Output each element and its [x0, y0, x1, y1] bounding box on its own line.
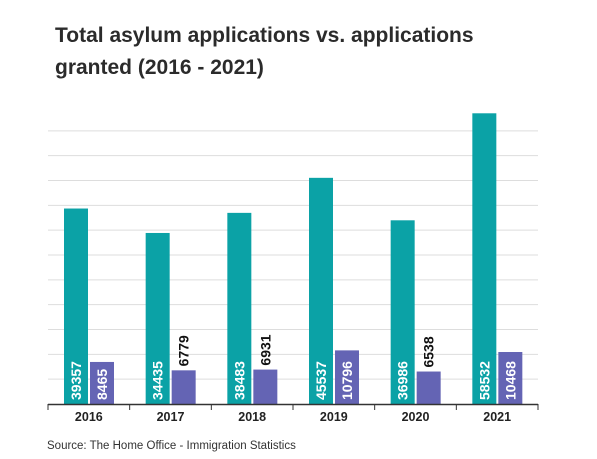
bar-applications — [227, 212, 252, 404]
bar-applications — [64, 208, 88, 404]
data-label: 10796 — [339, 361, 355, 400]
data-label: 6779 — [176, 335, 192, 366]
bar-applications — [145, 232, 170, 404]
bar-granted — [171, 370, 196, 404]
bar-granted — [90, 361, 114, 404]
bar-granted — [253, 369, 278, 404]
chart-title: Total asylum applications vs. applicatio… — [55, 20, 575, 84]
bar-applications — [309, 177, 333, 404]
data-label: 6931 — [257, 334, 273, 365]
data-label: 8465 — [94, 369, 110, 400]
data-label: 6538 — [421, 336, 437, 367]
chart-title-line-2: granted (2016 - 2021) — [55, 56, 264, 79]
data-label: 39357 — [68, 361, 84, 400]
bar-granted — [335, 350, 359, 404]
source-note: Source: The Home Office - Immigration St… — [47, 440, 296, 452]
x-tick-label: 2020 — [402, 410, 430, 424]
data-label: 45537 — [313, 361, 329, 400]
x-tick-label: 2019 — [320, 410, 348, 424]
x-tick-label: 2016 — [75, 410, 103, 424]
bar-granted — [416, 371, 441, 404]
bar-granted — [498, 352, 523, 404]
chart-title-line-1: Total asylum applications vs. applicatio… — [55, 24, 474, 47]
data-label: 38483 — [231, 361, 247, 400]
data-label: 10468 — [502, 361, 518, 400]
x-tick-label: 2018 — [238, 410, 266, 424]
data-label: 36986 — [395, 361, 411, 400]
bar-applications — [390, 220, 415, 404]
data-label: 58532 — [476, 361, 492, 400]
data-label: 34435 — [150, 361, 166, 400]
x-tick-label: 2021 — [483, 410, 511, 424]
bar-applications — [472, 113, 497, 404]
x-tick-label: 2017 — [157, 410, 185, 424]
